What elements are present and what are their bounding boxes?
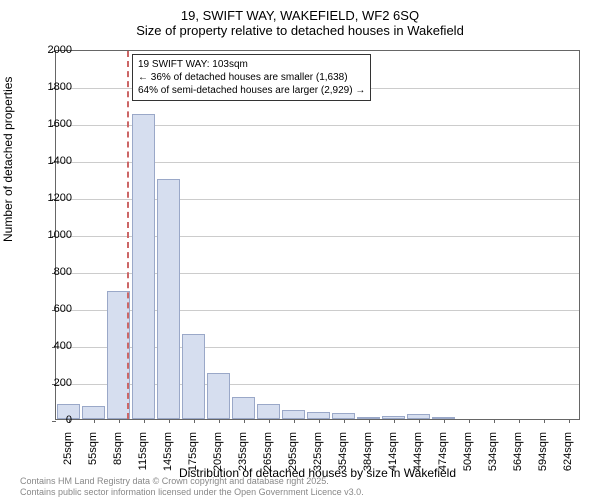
xtick-mark	[319, 419, 320, 423]
xtick-label: 55sqm	[87, 432, 99, 482]
xtick-mark	[569, 419, 570, 423]
xtick-mark	[544, 419, 545, 423]
ytick-label: 2000	[32, 44, 72, 56]
xtick-mark	[469, 419, 470, 423]
xtick-label: 175sqm	[187, 432, 199, 482]
footer-line2: Contains public sector information licen…	[20, 487, 364, 498]
chart-title-line1: 19, SWIFT WAY, WAKEFIELD, WF2 6SQ	[0, 8, 600, 23]
ytick-label: 600	[32, 303, 72, 315]
histogram-bar	[257, 404, 281, 419]
xtick-label: 25sqm	[62, 432, 74, 482]
xtick-label: 444sqm	[412, 432, 424, 482]
xtick-mark	[169, 419, 170, 423]
xtick-mark	[519, 419, 520, 423]
xtick-mark	[269, 419, 270, 423]
xtick-label: 624sqm	[562, 432, 574, 482]
xtick-mark	[219, 419, 220, 423]
xtick-label: 384sqm	[362, 432, 374, 482]
histogram-bar	[307, 412, 331, 419]
xtick-label: 265sqm	[262, 432, 274, 482]
histogram-bar	[157, 179, 181, 420]
ytick-label: 800	[32, 266, 72, 278]
xtick-mark	[119, 419, 120, 423]
xtick-mark	[144, 419, 145, 423]
xtick-mark	[494, 419, 495, 423]
histogram-bar	[207, 373, 231, 419]
xtick-label: 115sqm	[137, 432, 149, 482]
annotation-line2: ← 36% of detached houses are smaller (1,…	[138, 71, 365, 84]
xtick-label: 295sqm	[287, 432, 299, 482]
xtick-label: 145sqm	[162, 432, 174, 482]
ytick-label: 0	[32, 414, 72, 426]
y-axis-label: Number of detached properties	[1, 77, 15, 242]
annotation-line3: 64% of semi-detached houses are larger (…	[138, 84, 365, 97]
xtick-mark	[344, 419, 345, 423]
ytick-label: 200	[32, 377, 72, 389]
xtick-mark	[294, 419, 295, 423]
xtick-label: 205sqm	[212, 432, 224, 482]
annotation-box: 19 SWIFT WAY: 103sqm ← 36% of detached h…	[132, 54, 371, 101]
histogram-bar	[82, 406, 106, 419]
xtick-label: 534sqm	[487, 432, 499, 482]
xtick-label: 325sqm	[312, 432, 324, 482]
ytick-label: 400	[32, 340, 72, 352]
xtick-label: 85sqm	[112, 432, 124, 482]
ytick-label: 1600	[32, 118, 72, 130]
histogram-bar	[232, 397, 256, 419]
ytick-label: 1200	[32, 192, 72, 204]
xtick-mark	[394, 419, 395, 423]
xtick-label: 594sqm	[537, 432, 549, 482]
xtick-label: 235sqm	[237, 432, 249, 482]
xtick-mark	[444, 419, 445, 423]
xtick-mark	[419, 419, 420, 423]
xtick-mark	[244, 419, 245, 423]
ytick-label: 1800	[32, 81, 72, 93]
ytick-label: 1000	[32, 229, 72, 241]
xtick-label: 504sqm	[462, 432, 474, 482]
histogram-bar	[182, 334, 206, 419]
xtick-label: 474sqm	[437, 432, 449, 482]
histogram-bar	[132, 114, 156, 419]
histogram-bar	[282, 410, 306, 419]
plot-area: 19 SWIFT WAY: 103sqm ← 36% of detached h…	[55, 50, 580, 420]
chart-title-line2: Size of property relative to detached ho…	[0, 23, 600, 38]
xtick-mark	[194, 419, 195, 423]
ytick-label: 1400	[32, 155, 72, 167]
annotation-line1: 19 SWIFT WAY: 103sqm	[138, 58, 365, 71]
xtick-label: 354sqm	[337, 432, 349, 482]
chart-container: 19, SWIFT WAY, WAKEFIELD, WF2 6SQ Size o…	[0, 0, 600, 500]
chart-titles: 19, SWIFT WAY, WAKEFIELD, WF2 6SQ Size o…	[0, 0, 600, 38]
xtick-mark	[94, 419, 95, 423]
xtick-label: 414sqm	[387, 432, 399, 482]
xtick-label: 564sqm	[512, 432, 524, 482]
xtick-mark	[369, 419, 370, 423]
marker-line	[127, 51, 129, 419]
